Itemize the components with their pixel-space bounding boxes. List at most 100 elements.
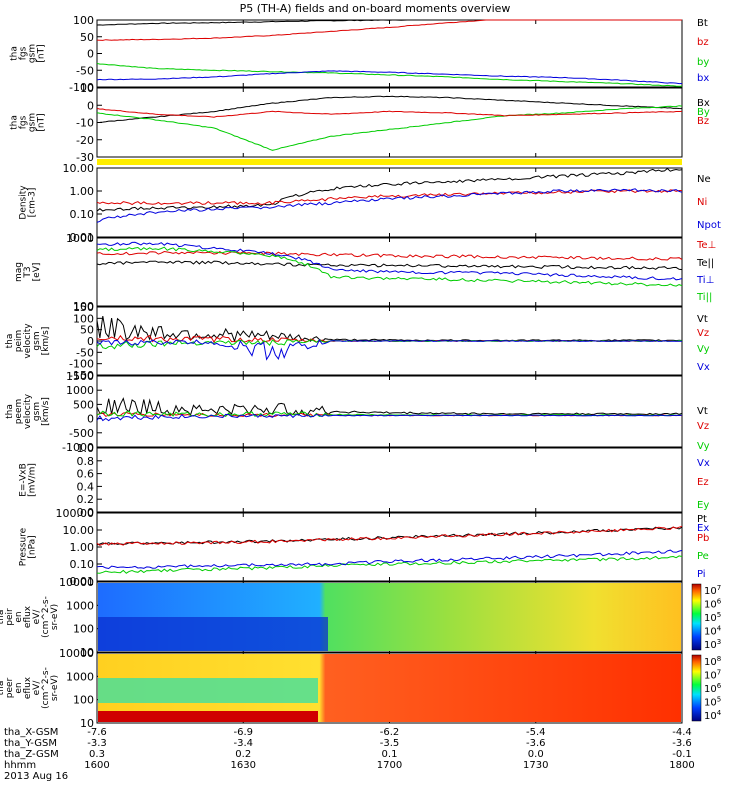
legend-Ez: Ez — [697, 477, 709, 488]
y-tick-label: 100 — [73, 14, 94, 27]
ephemeris-label: tha_X-GSM — [4, 727, 59, 738]
legend-Pb: Pb — [697, 533, 709, 544]
ephemeris-value: -3.5 — [379, 738, 400, 749]
panel-frame-fgs_gsm_detail — [96, 87, 683, 158]
series-bx — [96, 70, 683, 85]
y-tick-label: -20 — [76, 134, 94, 147]
series-Vx — [96, 339, 682, 361]
colorbar-tick-label: 105 — [704, 611, 721, 624]
spectrogram-band — [98, 678, 318, 703]
y-tick-label: 10 — [80, 646, 94, 659]
legend-Ni: Ni — [697, 197, 707, 208]
ephemeris-value: -3.6 — [672, 738, 692, 749]
y-tick-label: 1.0 — [77, 442, 95, 455]
y-tick-label: -10 — [76, 117, 94, 130]
quality-flag-bar — [97, 159, 682, 165]
legend-Vz: Vz — [697, 421, 709, 432]
y-axis-label: thapeimvelocitygsm[km/s] — [5, 323, 51, 359]
y-tick-label: -150 — [69, 369, 94, 382]
ephemeris-value: 0.1 — [381, 749, 398, 760]
y-tick-label: 1000 — [66, 384, 94, 397]
ephemeris-value: -5.4 — [525, 727, 546, 738]
ephemeris-value: 0.0 — [527, 749, 544, 760]
colorbar-tick-label: 103 — [704, 638, 721, 651]
colorbar-tick-label: 107 — [704, 584, 721, 597]
y-tick-label: -1000 — [62, 441, 94, 454]
ephemeris-value: 0.2 — [235, 749, 252, 760]
colorbar-peir_eflux — [691, 583, 702, 651]
colorbar-tick-label: 104 — [704, 625, 722, 638]
series-Ti⊥ — [96, 241, 683, 281]
y-axis-label: Pressure[nPa] — [19, 527, 38, 566]
legend-Vt: Vt — [697, 314, 708, 325]
legend-Ne: Ne — [697, 174, 711, 185]
y-tick-label: -100 — [69, 358, 94, 371]
spectrogram-low-energy-region — [98, 617, 328, 651]
ephemeris-value: -3.3 — [87, 738, 107, 749]
y-tick-label: 500 — [73, 398, 94, 411]
y-tick-label: 1000 — [66, 599, 94, 612]
y-tick-label: 10000 — [59, 576, 94, 589]
y-tick-label: 1000 — [66, 232, 94, 245]
legend-Te⊥: Te⊥ — [696, 240, 716, 251]
series-bz — [96, 19, 682, 41]
y-tick-label: 100 — [73, 300, 94, 313]
series-Ti|| — [96, 246, 683, 287]
y-tick-label: -500 — [69, 427, 94, 440]
legend-Pe: Pe — [697, 551, 709, 562]
ephemeris-value: -6.9 — [233, 727, 253, 738]
series-Bx — [96, 95, 683, 123]
y-tick-label: 10000 — [59, 647, 94, 660]
y-tick-label: -50 — [76, 64, 94, 77]
colorbar-tick-label: 105 — [704, 696, 721, 709]
colorbar-tick-label: 108 — [704, 655, 721, 668]
legend-Vt: Vt — [697, 406, 708, 417]
chart-title: P5 (TH-A) fields and on-board moments ov… — [239, 2, 511, 15]
y-tick-label: 0.6 — [77, 468, 95, 481]
y-axis-label: thapeerenefluxeV/(cm^2-s-sr-eV) — [0, 667, 60, 709]
ephemeris-label: tha_Y-GSM — [4, 738, 58, 749]
legend-bz: bz — [697, 37, 709, 48]
y-tick-label: 1500 — [66, 370, 94, 383]
legend-Vy: Vy — [697, 344, 710, 355]
ephemeris-label: tha_Z-GSM — [4, 749, 59, 760]
y-tick-label: 10 — [80, 82, 94, 95]
colorbar-tick-label: 106 — [704, 682, 722, 695]
ephemeris-value: -7.6 — [87, 727, 107, 738]
y-tick-label: 1000 — [66, 670, 94, 683]
y-tick-label: 50 — [80, 324, 94, 337]
series-Ni — [96, 189, 683, 206]
series-Pt — [96, 526, 683, 546]
y-axis-label: Density[cm-3] — [19, 185, 38, 220]
ephemeris-value: -3.4 — [233, 738, 253, 749]
series-Pb — [96, 525, 683, 546]
y-tick-label: -30 — [76, 151, 94, 164]
series-Npot — [96, 188, 683, 223]
legend-Bz: Bz — [697, 116, 709, 127]
ephemeris-value: -0.1 — [672, 749, 692, 760]
ephemeris-value: 0.3 — [89, 749, 105, 760]
colorbar-tick-label: 107 — [704, 669, 721, 682]
ephemeris-label: 2013 Aug 16 — [4, 771, 69, 782]
legend-Bt: Bt — [697, 18, 708, 29]
spectrogram-low-band — [98, 711, 318, 722]
legend-Vy: Vy — [697, 441, 710, 452]
legend-by: by — [697, 57, 709, 68]
legend-Te||: Te|| — [696, 258, 714, 269]
y-tick-label: 0.01 — [70, 575, 95, 588]
y-tick-label: 0.0 — [77, 506, 95, 519]
ephemeris-value: 1700 — [376, 760, 403, 771]
y-tick-label: 0.4 — [77, 480, 95, 493]
y-tick-label: 0 — [87, 335, 94, 348]
y-tick-label: -50 — [76, 346, 94, 359]
y-tick-label: -100 — [69, 81, 94, 94]
series-Vt — [96, 397, 683, 417]
legend-Pt: Pt — [697, 514, 707, 525]
legend-Ey: Ey — [697, 500, 709, 511]
series-Te|| — [96, 260, 683, 271]
y-tick-label: 0.01 — [70, 231, 95, 244]
colorbar-tick-label: 106 — [704, 598, 722, 611]
panel-frame-pressure — [96, 512, 683, 582]
ephemeris-value: 1730 — [523, 760, 549, 771]
